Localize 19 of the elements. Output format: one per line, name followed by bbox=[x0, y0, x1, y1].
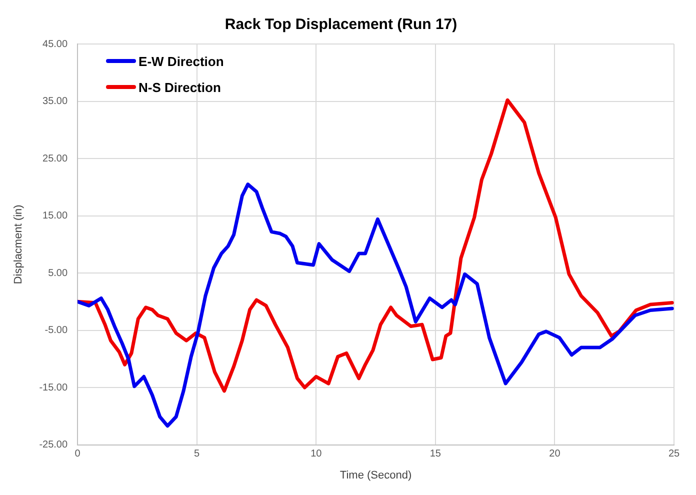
y-tick-label: -25.00 bbox=[39, 440, 68, 451]
x-tick-label: 0 bbox=[74, 448, 81, 460]
chart-title: Rack Top Displacement (Run 17) bbox=[224, 16, 458, 34]
y-tick-label: 35.00 bbox=[42, 96, 68, 108]
y-tick-label: -5.00 bbox=[44, 325, 68, 336]
x-tick-label: 20 bbox=[549, 448, 561, 460]
x-tick-label: 15 bbox=[430, 448, 442, 460]
x-tick-label: 25 bbox=[668, 448, 680, 460]
y-tick-label: 45.00 bbox=[42, 38, 68, 50]
y-tick-label: 15.00 bbox=[42, 210, 68, 222]
y-axis-title: Displacment (in) bbox=[12, 204, 25, 284]
legend-label: N-S Direction bbox=[138, 80, 221, 94]
x-tick-label: 5 bbox=[194, 448, 200, 460]
x-tick-label: 10 bbox=[310, 448, 322, 460]
x-axis-title: Time (Second) bbox=[340, 469, 412, 482]
y-tick-label: 25.00 bbox=[42, 153, 68, 164]
y-tick-label: 5.00 bbox=[48, 268, 68, 279]
legend-label: E-W Direction bbox=[138, 54, 224, 68]
y-tick-label: -15.00 bbox=[39, 382, 68, 394]
